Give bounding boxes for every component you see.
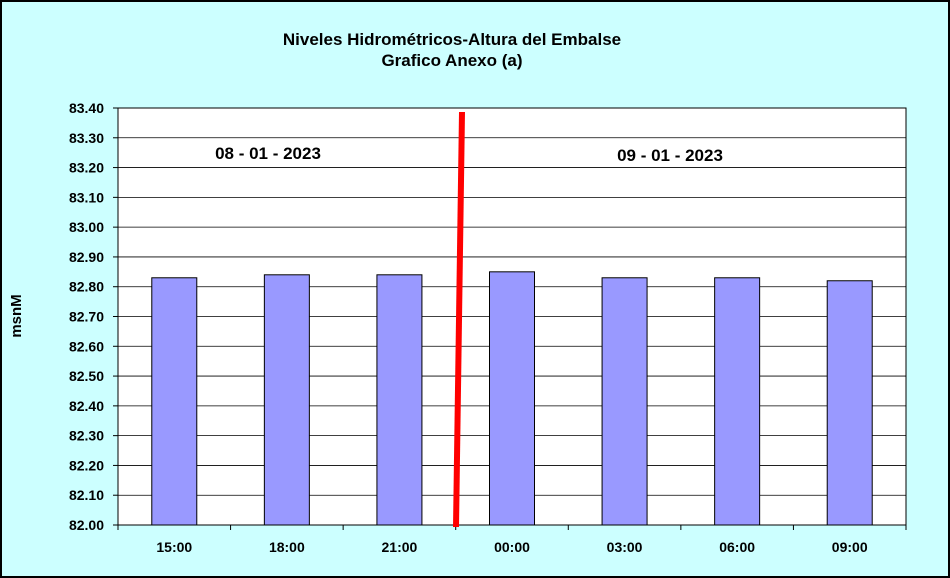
- y-tick-label: 82.70: [69, 309, 104, 325]
- bar-0300: [601, 277, 648, 526]
- x-tick-label: 00:00: [494, 539, 530, 555]
- y-tick-label: 82.90: [69, 249, 104, 265]
- y-tick-label: 83.10: [69, 189, 104, 205]
- x-tick-label: 18:00: [269, 539, 305, 555]
- x-tick-label: 15:00: [156, 539, 192, 555]
- chart-subtitle: Grafico Anexo (a): [381, 51, 522, 70]
- y-tick-label: 82.30: [69, 428, 104, 444]
- y-tick-label: 83.30: [69, 130, 104, 146]
- y-tick-label: 82.60: [69, 338, 104, 354]
- x-tick-label: 21:00: [382, 539, 418, 555]
- y-tick-label: 82.80: [69, 279, 104, 295]
- chart-title: Niveles Hidrométricos-Altura del Embalse: [283, 30, 621, 49]
- y-tick-label: 82.10: [69, 487, 104, 503]
- bar-0000: [489, 271, 535, 526]
- annotation-date-1: 08 - 01 - 2023: [215, 144, 321, 163]
- y-axis-ticks: 82.00 82.10 82.20 82.30 82.40 82.50 82.60 82.70…: [69, 100, 118, 533]
- y-tick-label: 82.50: [69, 368, 104, 384]
- x-tick-label: 03:00: [607, 539, 643, 555]
- bar-1500: [151, 277, 198, 526]
- bars: [151, 271, 873, 526]
- y-axis-label: msnM: [8, 294, 25, 337]
- x-axis-ticks: 15:00 18:00 21:00 00:00 03:00 06:00 09:00: [117, 525, 907, 555]
- y-tick-label: 83.00: [69, 219, 104, 235]
- bar-0900: [826, 280, 873, 526]
- y-tick-label: 83.20: [69, 160, 104, 176]
- y-tick-label: 83.40: [69, 100, 104, 116]
- y-tick-label: 82.20: [69, 457, 104, 473]
- bar-0600: [714, 277, 761, 526]
- y-tick-label: 82.40: [69, 398, 104, 414]
- day-divider-line: [453, 111, 465, 528]
- x-tick-label: 06:00: [719, 539, 755, 555]
- bar-2100: [376, 274, 423, 526]
- annotation-date-2: 09 - 01 - 2023: [617, 146, 723, 165]
- y-tick-label: 82.00: [69, 517, 104, 533]
- x-tick-label: 09:00: [832, 539, 868, 555]
- bar-1800: [263, 274, 310, 526]
